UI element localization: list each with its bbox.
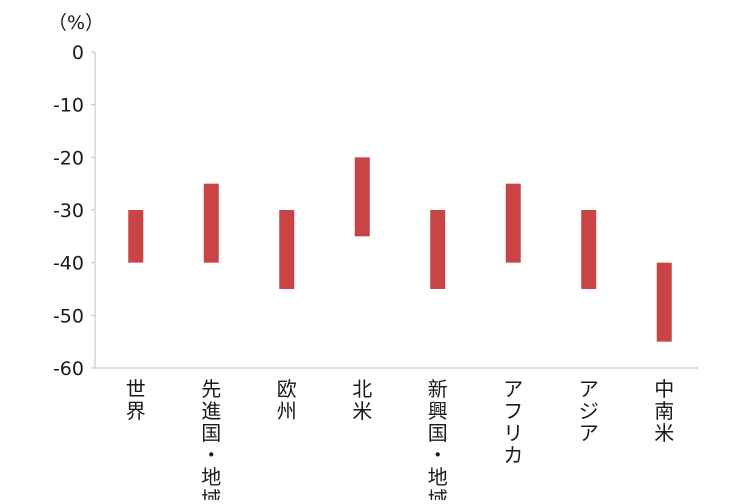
range-bar: [203, 183, 219, 263]
y-tick-label: -60: [53, 358, 84, 380]
y-axis-ticks: 0 -10 -20 -30 -40 -50 -60: [53, 42, 95, 380]
range-bar: [128, 210, 144, 263]
category-label: 先進国・地域: [201, 377, 221, 500]
y-unit-label: （%）: [48, 12, 104, 34]
category-label: アジア: [579, 377, 599, 445]
range-bar: [354, 157, 370, 237]
category-label: 新興国・地域: [428, 377, 448, 500]
range-bar: [656, 262, 672, 342]
category-label: 欧州: [277, 377, 297, 423]
category-labels: 世界 先進国・地域 欧州 北米 新興国・地域 アフリカ アジア 中南米: [126, 377, 675, 504]
y-tick-label: -50: [53, 305, 84, 327]
bars-group: [128, 157, 672, 342]
range-bar: [505, 183, 521, 263]
range-bar: [279, 210, 295, 289]
category-label: 北米: [352, 377, 372, 423]
category-label: 中南米: [654, 377, 674, 445]
y-tick-label: 0: [72, 42, 84, 64]
category-label: アフリカ: [503, 377, 523, 467]
range-bar: [581, 210, 597, 289]
y-tick-label: -20: [53, 147, 84, 169]
y-tick-label: -40: [53, 253, 84, 275]
y-tick-label: -10: [53, 95, 84, 117]
y-tick-label: -30: [53, 200, 84, 222]
category-label: 世界: [126, 377, 146, 423]
range-bar: [430, 210, 446, 289]
